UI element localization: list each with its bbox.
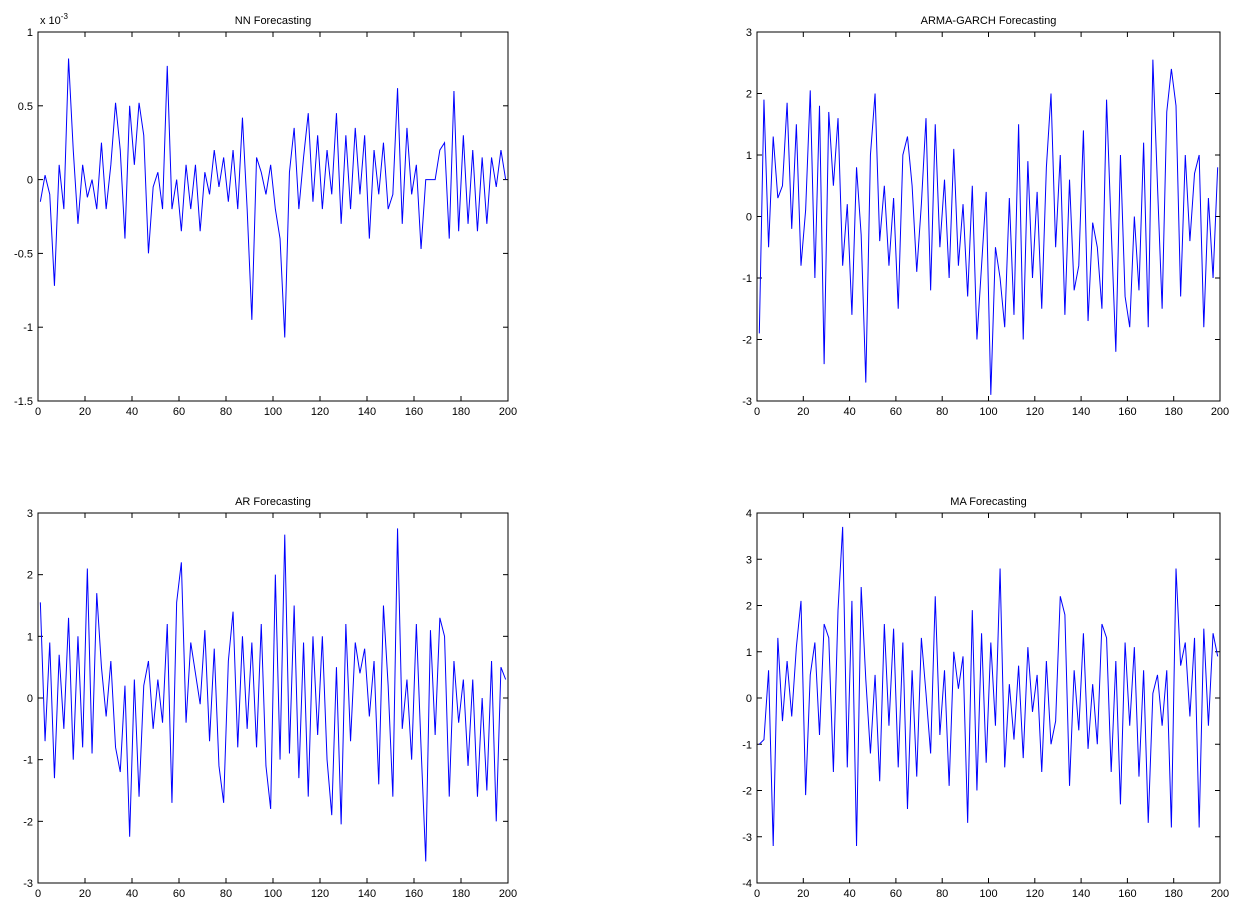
chart-title: NN Forecasting xyxy=(235,15,311,27)
y-tick-label: -4 xyxy=(742,878,752,890)
subplot: NN Forecasting x 10-3 0 20 40 60 80 100 120 140 16… xyxy=(14,12,517,418)
x-tick-label: 80 xyxy=(936,888,948,900)
x-tick-label: 100 xyxy=(264,888,282,900)
y-tick-label: 3 xyxy=(746,27,752,39)
data-line xyxy=(39,58,507,338)
y-tick-label: -3 xyxy=(742,396,752,408)
y-tick-label: -3 xyxy=(742,832,752,844)
x-tick-label: 60 xyxy=(890,888,902,900)
y-tick-label: -2 xyxy=(742,786,752,798)
x-tick-label: 180 xyxy=(452,406,470,418)
y-tick-label: 1 xyxy=(746,647,752,659)
x-tick-label: 40 xyxy=(126,888,138,900)
y-tick-label: -1 xyxy=(23,322,33,334)
y-tick-label: 0 xyxy=(746,212,752,224)
x-tick-label: 20 xyxy=(79,888,91,900)
exponent-base: x 10 xyxy=(40,15,61,27)
y-tick-label: -1 xyxy=(742,739,752,751)
chart-title: ARMA-GARCH Forecasting xyxy=(921,15,1057,27)
y-tick-label: 1 xyxy=(27,27,33,39)
y-tick-label: -2 xyxy=(742,335,752,347)
y-tick-label: 1 xyxy=(27,631,33,643)
x-tick-label: 160 xyxy=(1118,888,1136,900)
x-tick-label: 80 xyxy=(220,406,232,418)
x-tick-label: 180 xyxy=(1165,406,1183,418)
y-tick-label: 1 xyxy=(746,150,752,162)
y-tick-label: 4 xyxy=(746,508,752,520)
y-tick-label: -1 xyxy=(742,273,752,285)
y-tick-label: 0.5 xyxy=(18,101,33,113)
y-tick-label: -1 xyxy=(23,755,33,767)
x-tick-label: 100 xyxy=(979,888,997,900)
x-tick-label: 100 xyxy=(264,406,282,418)
x-tick-label: 20 xyxy=(797,406,809,418)
x-tick-label: 120 xyxy=(1026,888,1044,900)
x-tick-label: 180 xyxy=(1165,888,1183,900)
y-tick-label: 3 xyxy=(746,554,752,566)
exponent-power: -3 xyxy=(61,12,69,21)
x-tick-label: 40 xyxy=(843,406,855,418)
y-exponent: x 10-3 xyxy=(40,12,68,27)
x-tick-label: 100 xyxy=(979,406,997,418)
x-tick-label: 80 xyxy=(220,888,232,900)
x-tick-label: 200 xyxy=(499,888,517,900)
x-tick-label: 60 xyxy=(173,888,185,900)
x-tick-label: 40 xyxy=(843,888,855,900)
x-tick-label: 140 xyxy=(358,406,376,418)
x-tick-label: 200 xyxy=(1211,888,1229,900)
data-line xyxy=(758,526,1219,847)
x-tick-label: 140 xyxy=(358,888,376,900)
x-tick-label: 20 xyxy=(797,888,809,900)
y-tick-label: 0 xyxy=(746,693,752,705)
plot-area xyxy=(37,31,509,402)
y-tick-label: 2 xyxy=(746,89,752,101)
x-tick-label: 200 xyxy=(1211,406,1229,418)
x-tick-label: 120 xyxy=(1026,406,1044,418)
x-tick-label: 0 xyxy=(35,406,41,418)
x-tick-label: 0 xyxy=(35,888,41,900)
y-tick-label: 0 xyxy=(27,175,33,187)
x-tick-label: 140 xyxy=(1072,888,1090,900)
x-tick-label: 160 xyxy=(1118,406,1136,418)
x-tick-label: 200 xyxy=(499,406,517,418)
x-tick-label: 120 xyxy=(311,888,329,900)
x-tick-label: 180 xyxy=(452,888,470,900)
data-line xyxy=(39,528,507,862)
x-tick-label: 140 xyxy=(1072,406,1090,418)
x-tick-label: 60 xyxy=(890,406,902,418)
y-tick-label: -1.5 xyxy=(14,396,33,408)
x-tick-label: 0 xyxy=(754,888,760,900)
x-tick-label: 20 xyxy=(79,406,91,418)
y-tick-label: -3 xyxy=(23,878,33,890)
x-tick-label: 40 xyxy=(126,406,138,418)
x-tick-label: 160 xyxy=(405,406,423,418)
y-tick-label: 2 xyxy=(27,570,33,582)
y-tick-label: 3 xyxy=(27,508,33,520)
x-tick-label: 160 xyxy=(405,888,423,900)
x-tick-label: 80 xyxy=(936,406,948,418)
y-tick-label: -2 xyxy=(23,816,33,828)
x-tick-label: 60 xyxy=(173,406,185,418)
y-tick-label: 0 xyxy=(27,693,33,705)
chart-title: AR Forecasting xyxy=(235,496,311,508)
chart-title: MA Forecasting xyxy=(950,496,1026,508)
x-tick-label: 120 xyxy=(311,406,329,418)
data-line xyxy=(758,59,1219,395)
x-tick-label: 0 xyxy=(754,406,760,418)
y-tick-label: -0.5 xyxy=(14,248,33,260)
y-tick-label: 2 xyxy=(746,601,752,613)
